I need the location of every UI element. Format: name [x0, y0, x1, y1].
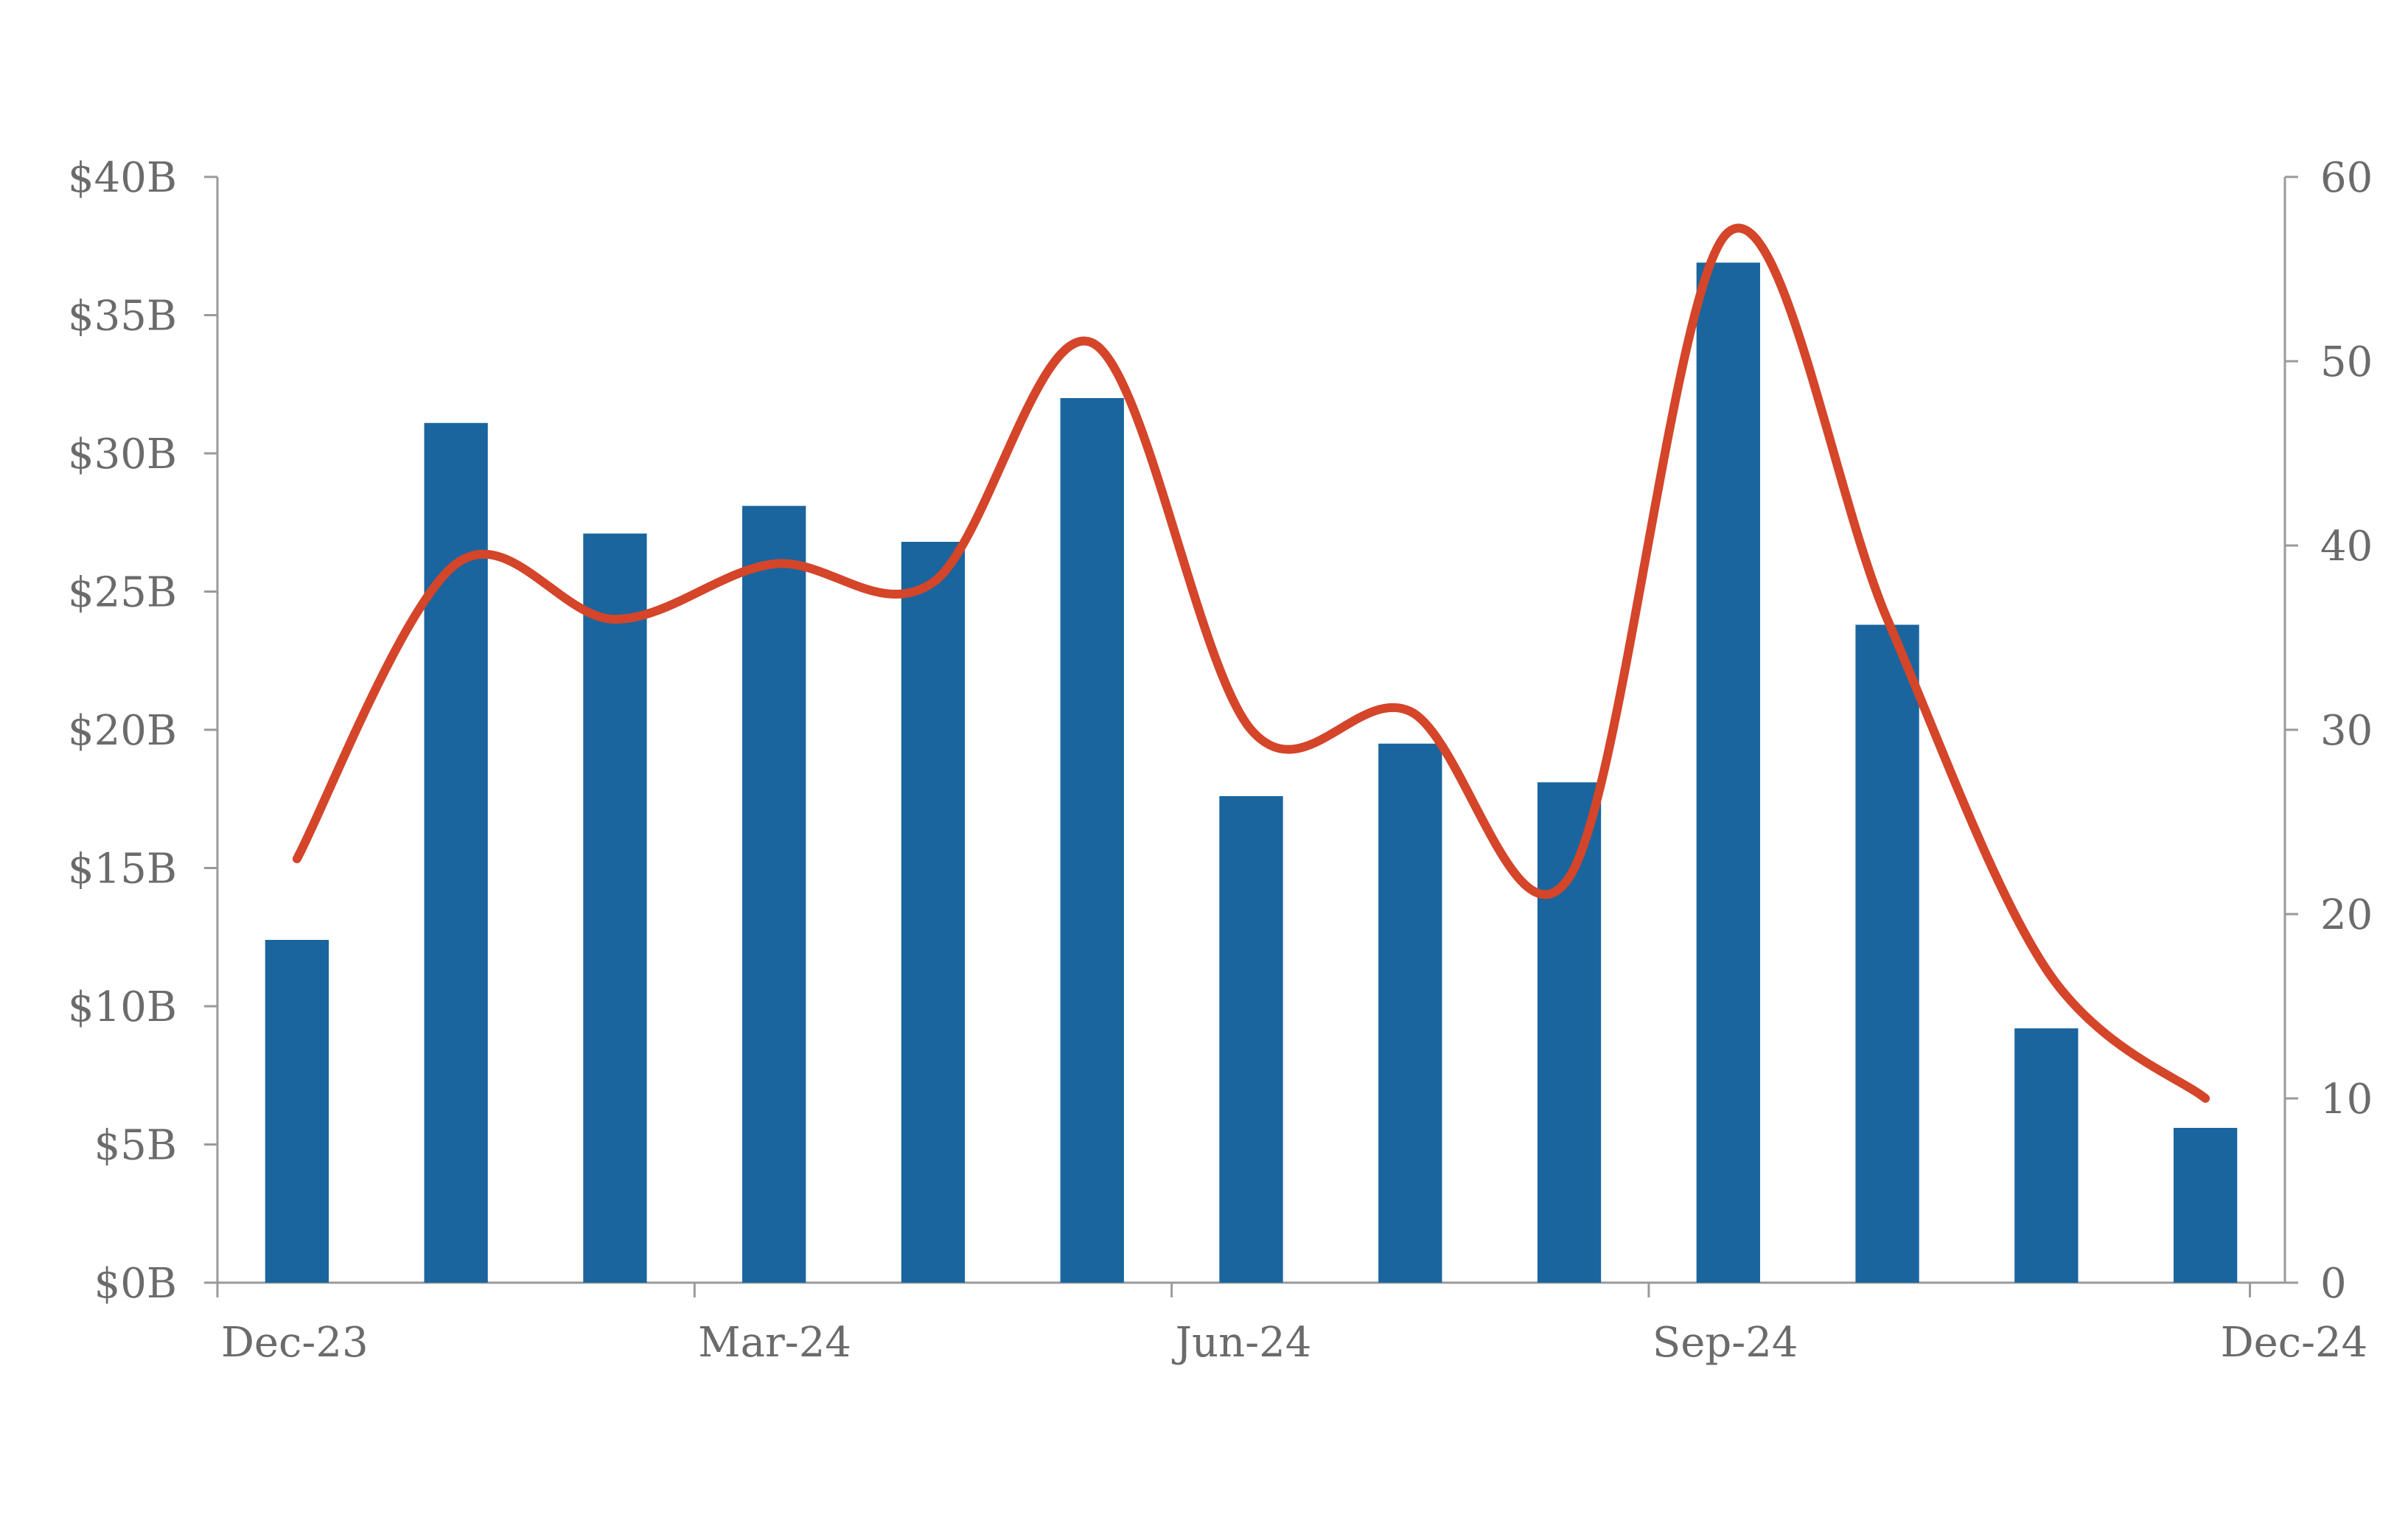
y2-tick-label: 20: [2320, 891, 2373, 939]
x-tick-label: Sep-24: [1653, 1319, 1798, 1367]
tick-labels: $0B $5B $10B $15B $20B $25B $30B $35B $40B 0 10 20 3…: [68, 154, 2373, 1367]
x-tick-label: Dec-24: [2221, 1319, 2368, 1367]
bar-mar-24: [742, 506, 806, 1283]
y-tick-label: $40B: [68, 154, 177, 202]
x-tick-label: Jun-24: [1172, 1319, 1312, 1367]
y2-tick-label: 40: [2320, 523, 2373, 571]
y2-tick-label: 30: [2320, 707, 2373, 755]
bar-dec-23: [265, 940, 329, 1283]
line-series: [292, 223, 2210, 1103]
line-path: [292, 223, 2210, 1103]
y-tick-label: $0B: [94, 1260, 177, 1308]
y2-tick-label: 60: [2320, 154, 2373, 202]
y-tick-label: $30B: [68, 431, 177, 478]
bar-oct-24: [1855, 624, 1919, 1283]
bar-feb-24: [583, 533, 647, 1283]
y2-tick-label: 0: [2320, 1260, 2347, 1308]
x-tick-label: Mar-24: [698, 1319, 851, 1367]
x-tick-label: Dec-23: [221, 1319, 369, 1367]
y-tick-label: $10B: [68, 983, 177, 1031]
bar-apr-24: [901, 542, 966, 1283]
y-tick-label: $35B: [68, 293, 177, 341]
y-tick-label: $15B: [68, 846, 177, 893]
y-tick-label: $25B: [68, 569, 177, 617]
y-tick-label: $20B: [68, 707, 177, 755]
bar-dec-24: [2173, 1128, 2238, 1283]
y2-tick-label: 50: [2320, 338, 2373, 386]
y2-tick-label: 10: [2320, 1076, 2373, 1123]
y-tick-label: $5B: [94, 1122, 177, 1170]
bar-series: [265, 262, 2238, 1283]
bar-aug-24: [1537, 782, 1602, 1283]
bar-may-24: [1060, 398, 1124, 1283]
bar-sep-24: [1696, 262, 1760, 1283]
bar-nov-24: [2014, 1028, 2079, 1283]
bar-jul-24: [1378, 743, 1442, 1283]
bar-jun-24: [1219, 796, 1283, 1283]
